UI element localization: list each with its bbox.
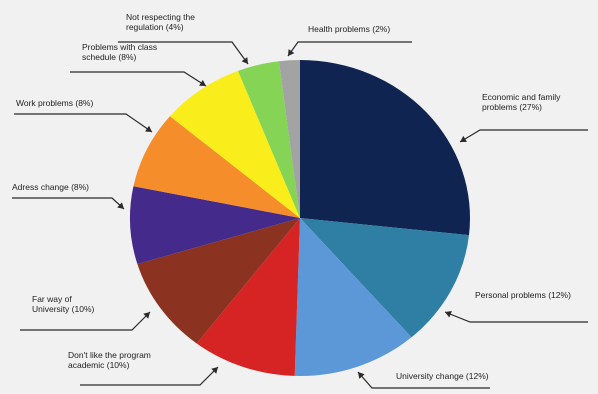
pie-slice-adress bbox=[129, 186, 300, 265]
leader-lines bbox=[12, 41, 588, 389]
pie-slice-program bbox=[196, 218, 300, 376]
leader-arrow-personal bbox=[445, 310, 452, 318]
slice-label-work: Work problems (8%) bbox=[16, 98, 93, 108]
slice-label-line: Work problems (8%) bbox=[16, 98, 93, 108]
pie-slice-work bbox=[133, 116, 300, 218]
slice-label-faraway: Far way of University (10%) bbox=[32, 294, 95, 314]
leader-arrow-health bbox=[288, 49, 295, 56]
slice-label-line: schedule (8%) bbox=[82, 52, 137, 62]
pie-slice-personal bbox=[300, 218, 469, 338]
leader-line-work bbox=[14, 113, 153, 133]
pie-slice-schedule bbox=[169, 70, 300, 218]
pie-slice-faraway bbox=[137, 218, 300, 344]
leader-line-schedule bbox=[70, 71, 207, 87]
leader-line-regulation bbox=[118, 41, 249, 65]
slice-label-line: Problems with class bbox=[82, 42, 157, 52]
slice-label-line: University change (12%) bbox=[396, 371, 489, 381]
slice-label-line: regulation (4%) bbox=[126, 22, 184, 32]
slice-label-line: Not respecting the bbox=[126, 12, 195, 22]
slice-label-regulation: Not respecting the regulation (4%) bbox=[126, 12, 195, 32]
leader-line-adress bbox=[12, 197, 125, 210]
leader-line-health bbox=[287, 41, 412, 57]
leader-line-faraway bbox=[20, 311, 151, 331]
leader-line-program bbox=[80, 366, 219, 386]
leader-arrow-work bbox=[145, 125, 152, 132]
leader-line-econ bbox=[459, 129, 588, 143]
leader-line-personal bbox=[444, 311, 588, 323]
slice-label-schedule: Problems with class schedule (8%) bbox=[82, 42, 157, 62]
slice-label-personal: Personal problems (12%) bbox=[475, 290, 571, 300]
slice-label-health: Health problems (2%) bbox=[308, 24, 390, 34]
slice-label-line: Don't like the program bbox=[68, 350, 151, 360]
leader-line-univchange bbox=[357, 371, 490, 389]
slice-label-line: Economic and family bbox=[482, 92, 561, 102]
pie-slice-health bbox=[278, 60, 300, 218]
slice-label-line: Health problems (2%) bbox=[308, 24, 390, 34]
slice-label-program: Don't like the program academic (10%) bbox=[68, 350, 151, 370]
slice-label-econ: Economic and family problems (27%) bbox=[482, 92, 561, 112]
slice-label-line: Personal problems (12%) bbox=[475, 290, 571, 300]
slice-label-line: Far way of bbox=[32, 294, 72, 304]
leader-arrow-univchange bbox=[358, 372, 365, 379]
leader-arrow-econ bbox=[460, 135, 467, 142]
slice-label-adress: Adress change (8%) bbox=[12, 182, 89, 192]
slice-label-line: problems (27%) bbox=[482, 102, 542, 112]
pie-slices bbox=[129, 60, 470, 376]
pie-slice-econ bbox=[300, 60, 470, 236]
leader-arrow-regulation bbox=[241, 57, 248, 64]
leader-arrow-adress bbox=[117, 202, 124, 209]
slice-labels: Economic and family problems (27%) Persona… bbox=[12, 12, 571, 381]
slice-label-line: academic (10%) bbox=[68, 360, 130, 370]
pie-slice-regulation bbox=[238, 61, 300, 218]
leader-arrow-schedule bbox=[199, 79, 206, 86]
slice-label-line: Adress change (8%) bbox=[12, 182, 89, 192]
leader-arrow-program bbox=[211, 367, 218, 374]
slice-label-univchange: University change (12%) bbox=[396, 371, 489, 381]
pie-slice-univchange bbox=[294, 218, 412, 376]
leader-arrow-faraway bbox=[143, 312, 150, 319]
slice-label-line: University (10%) bbox=[32, 304, 95, 314]
